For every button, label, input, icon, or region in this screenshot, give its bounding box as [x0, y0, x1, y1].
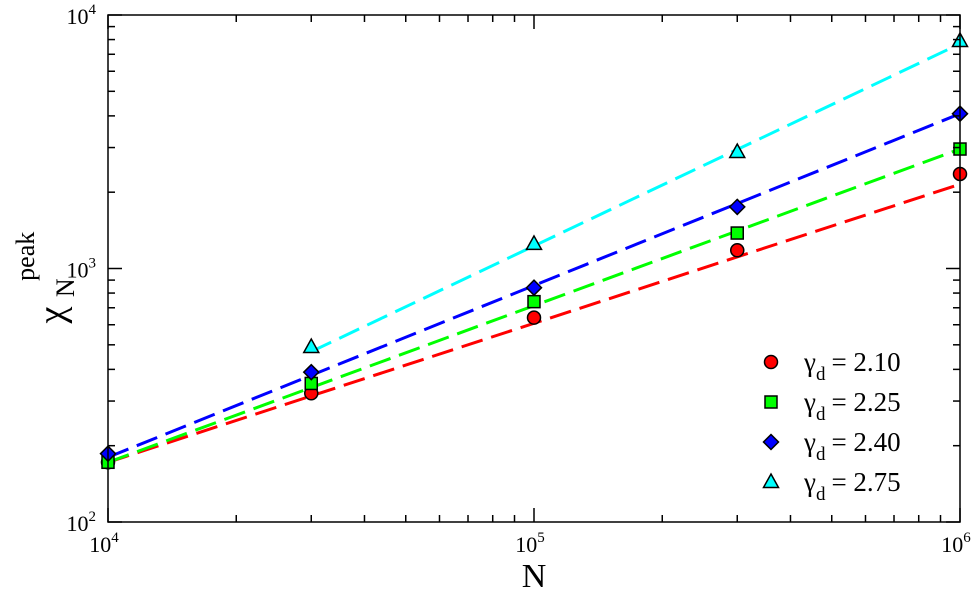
- legend-subscript-3: d: [816, 484, 826, 505]
- y-axis-label-main: χ: [31, 307, 73, 325]
- axis-labels: N χ N peak: [11, 232, 546, 595]
- axis-ticks: [107, 14, 961, 523]
- legend-symbol-0: γ: [803, 347, 816, 377]
- legend-label-2: γd = 2.40: [803, 427, 901, 465]
- x-tick-label: 106: [941, 530, 971, 557]
- legend-marker-3: [762, 472, 780, 489]
- y-tick-label-base: 10: [67, 4, 89, 29]
- y-axis-label-superscript: peak: [11, 232, 40, 281]
- y-tick-label-base: 10: [67, 511, 89, 536]
- y-axis-label-subscript: N: [51, 278, 80, 297]
- legend-symbol-1: γ: [803, 387, 816, 417]
- legend-label-3: γd = 2.75: [803, 467, 901, 505]
- data-point-s1-3: [730, 226, 745, 240]
- y-tick-label-exponent: 4: [89, 2, 97, 18]
- x-tick-label-exponent: 5: [537, 530, 545, 546]
- legend-symbol-2: γ: [803, 427, 816, 457]
- legend-marker-2: [762, 433, 780, 451]
- legend-label-0: γd = 2.10: [803, 347, 901, 385]
- legend-marker-1: [764, 395, 778, 409]
- legend-value-0: = 2.10: [831, 347, 900, 377]
- legend-subscript-1: d: [816, 404, 826, 425]
- y-tick-label-exponent: 2: [89, 509, 97, 525]
- legend-subscript-0: d: [816, 364, 826, 385]
- legend-value-1: = 2.25: [831, 387, 900, 417]
- x-tick-label-exponent: 6: [963, 530, 971, 546]
- data-point-s2-1: [302, 363, 320, 381]
- data-point-s1-2: [527, 294, 541, 309]
- legend-value-3: = 2.75: [831, 467, 900, 497]
- data-point-s3-0: [302, 337, 321, 354]
- legend-symbol-3: γ: [803, 467, 816, 497]
- y-tick-label: 103: [67, 256, 97, 283]
- data-point-s0-2: [526, 310, 542, 325]
- fit-line-2: [107, 112, 961, 459]
- x-tick-label: 105: [515, 530, 545, 557]
- x-tick-label-base: 10: [515, 532, 537, 557]
- data-point-s3-1: [525, 234, 543, 251]
- y-tick-label-exponent: 3: [89, 256, 97, 272]
- x-tick-label-exponent: 4: [111, 530, 119, 546]
- data-point-s3-2: [728, 142, 747, 159]
- legend-label-1: γd = 2.25: [803, 387, 901, 425]
- legend-marker-0: [763, 354, 779, 370]
- y-tick-label: 104: [67, 2, 97, 29]
- x-tick-label-base: 10: [89, 532, 111, 557]
- data-point-s2-2: [525, 279, 543, 297]
- legend-subscript-2: d: [816, 444, 826, 465]
- data-point-s2-3: [728, 198, 746, 216]
- x-tick-label: 104: [89, 530, 119, 557]
- x-tick-label-base: 10: [941, 532, 963, 557]
- data-point-s0-3: [730, 243, 745, 258]
- legend-value-2: = 2.40: [831, 427, 900, 457]
- fit-line-3: [310, 42, 961, 353]
- y-tick-label: 102: [67, 509, 97, 536]
- x-axis-label: N: [522, 558, 547, 595]
- y-tick-label-base: 10: [67, 258, 89, 283]
- y-axis-label: χ N peak: [11, 232, 83, 325]
